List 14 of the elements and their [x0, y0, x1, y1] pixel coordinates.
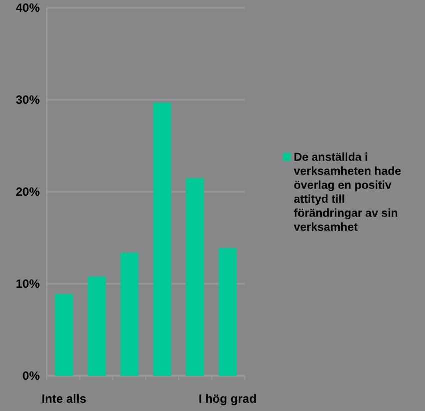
legend-label: De anställda i verksamheten hade överlag en positiv attityd till förändringar av sin verksamhet	[294, 152, 402, 234]
y-tick-label: 40%	[16, 1, 40, 16]
bar	[153, 102, 172, 376]
bar	[218, 248, 237, 376]
y-tick-label: 20%	[16, 185, 40, 200]
bar	[88, 276, 106, 376]
bar	[186, 178, 204, 376]
bar	[120, 252, 139, 376]
y-tick-label: 0%	[22, 369, 40, 384]
y-tick-label: 10%	[16, 277, 40, 292]
y-tick-label: 30%	[16, 93, 40, 108]
x-tick-label: Inte alls	[42, 392, 87, 406]
x-tick-label: I hög grad	[198, 392, 257, 406]
bar	[55, 294, 74, 376]
